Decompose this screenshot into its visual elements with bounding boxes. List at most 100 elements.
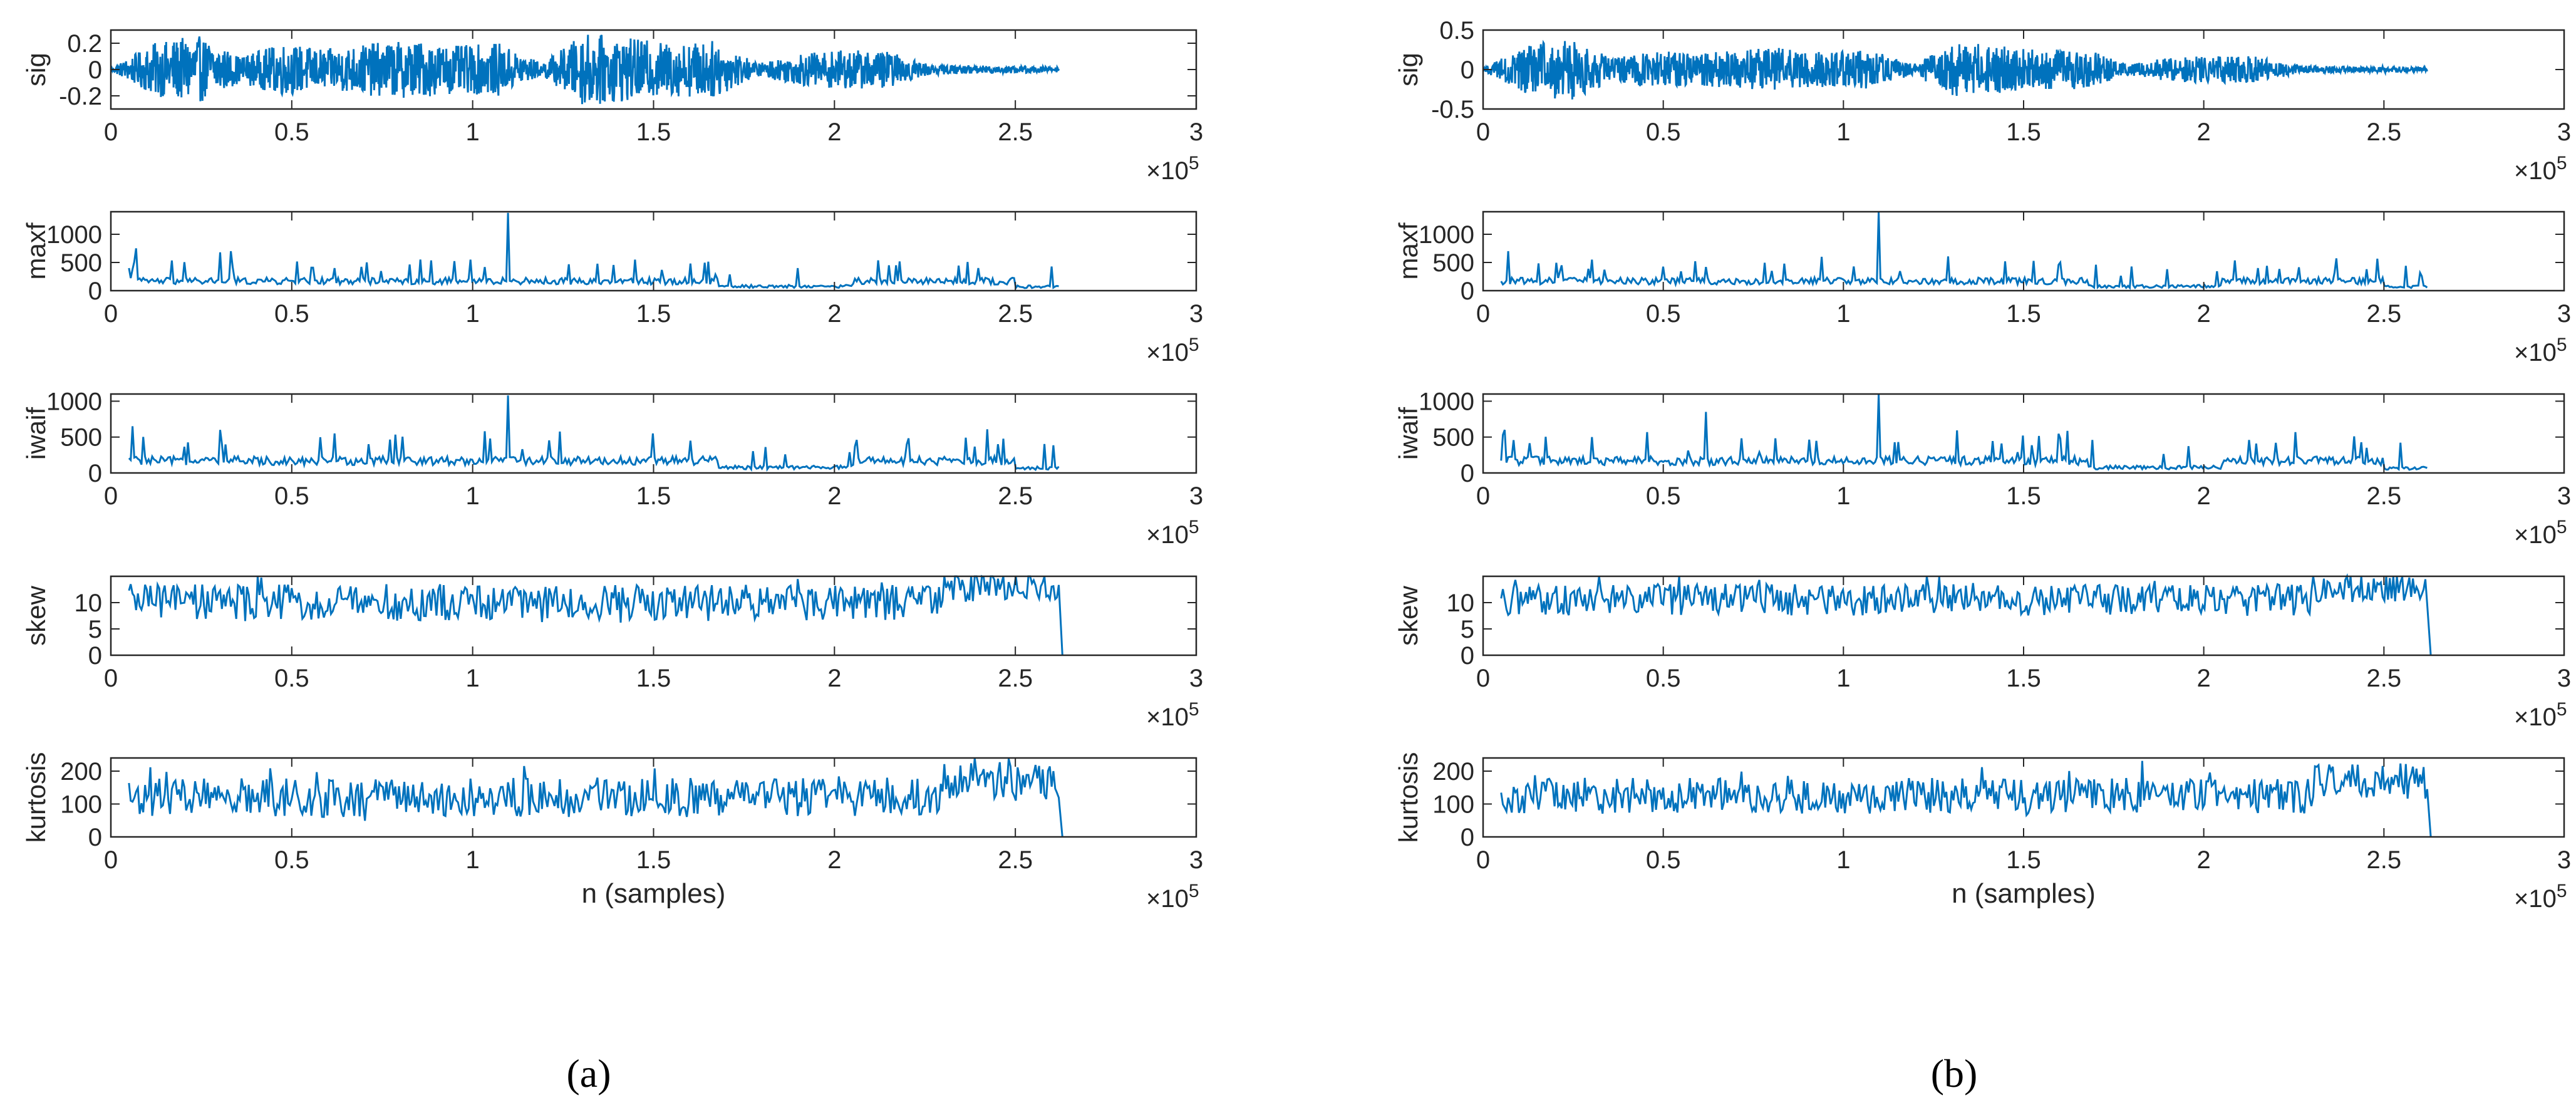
x-tick-label: 2 — [827, 846, 841, 874]
x-tick-label: 1.5 — [2006, 482, 2041, 510]
series-line-kurtosis — [128, 757, 1063, 838]
x-tick-label: 2.5 — [998, 300, 1033, 328]
y-axis-label: sig — [21, 53, 51, 86]
x-tick-label: 3 — [1189, 482, 1203, 510]
y-tick-label: 0 — [88, 642, 102, 670]
x-exponent-label: ×105 — [2514, 335, 2567, 366]
x-tick-label: 2.5 — [2367, 846, 2402, 874]
x-tick-label: 2 — [827, 482, 841, 510]
y-axis-label: maxf — [1394, 222, 1423, 279]
y-tick-label: -0.2 — [59, 83, 102, 110]
x-tick-label: 1 — [466, 846, 480, 874]
y-tick-label: 5 — [88, 616, 102, 643]
x-tick-label: 1.5 — [2006, 118, 2041, 146]
x-tick-label: 1 — [1836, 300, 1850, 328]
y-tick-label: 100 — [60, 791, 102, 819]
x-axis-label: n (samples) — [582, 878, 726, 909]
y-tick-label: 500 — [60, 249, 102, 277]
y-axis-label: sig — [1394, 53, 1423, 86]
x-tick-label: 1.5 — [636, 118, 671, 146]
series-line-skew — [1500, 573, 2432, 656]
x-tick-label: 0 — [104, 300, 118, 328]
y-tick-label: 500 — [1432, 249, 1474, 277]
x-tick-label: 3 — [1189, 300, 1203, 328]
x-tick-label: 2 — [827, 665, 841, 692]
x-tick-label: 0.5 — [274, 118, 309, 146]
y-tick-label: 0 — [88, 278, 102, 305]
x-tick-label: 0 — [104, 482, 118, 510]
x-tick-label: 0 — [1476, 846, 1490, 874]
caption-b: (b) — [1931, 1051, 1978, 1096]
x-tick-label: 2 — [2197, 118, 2211, 146]
x-tick-label: 0.5 — [1646, 482, 1681, 510]
series-line-iwaif — [128, 395, 1060, 472]
x-tick-label: 0.5 — [1646, 118, 1681, 146]
x-tick-label: 3 — [1189, 118, 1203, 146]
y-tick-label: 1000 — [1419, 388, 1474, 415]
x-tick-label: 2.5 — [2367, 118, 2402, 146]
y-tick-label: 500 — [1432, 424, 1474, 452]
series-line-skew — [128, 574, 1063, 656]
y-axis-label: iwaif — [21, 407, 51, 460]
y-tick-label: 200 — [1432, 758, 1474, 786]
x-tick-label: 2.5 — [2367, 300, 2402, 328]
x-tick-label: 0 — [104, 118, 118, 146]
y-tick-label: 10 — [1447, 589, 1475, 617]
x-tick-label: 1.5 — [2006, 665, 2041, 692]
y-axis-label: skew — [1394, 585, 1423, 645]
y-axis-label: skew — [21, 585, 51, 645]
y-axis-label: maxf — [21, 222, 51, 279]
x-tick-label: 2.5 — [2367, 665, 2402, 692]
series-line-sig — [1482, 39, 2428, 100]
x-tick-label: 0 — [104, 665, 118, 692]
x-exponent-label: ×105 — [1146, 881, 1199, 913]
series-line-maxf — [1500, 211, 2428, 290]
x-tick-label: 3 — [2557, 846, 2571, 874]
y-tick-label: 0 — [1461, 460, 1474, 487]
x-exponent-label: ×105 — [1146, 153, 1199, 185]
y-tick-label: 0 — [88, 460, 102, 487]
x-tick-label: 0.5 — [1646, 665, 1681, 692]
x-tick-label: 2 — [2197, 665, 2211, 692]
y-axis-label: iwaif — [1394, 407, 1423, 460]
x-tick-label: 0 — [1476, 482, 1490, 510]
y-tick-label: 10 — [75, 589, 103, 617]
x-tick-label: 0.5 — [1646, 846, 1681, 874]
x-exponent-label: ×105 — [1146, 517, 1199, 549]
y-tick-label: 0 — [88, 824, 102, 851]
x-tick-label: 1 — [1836, 482, 1850, 510]
y-tick-label: 0.2 — [67, 30, 102, 58]
x-tick-label: 0.5 — [274, 482, 309, 510]
x-tick-label: 1.5 — [636, 665, 671, 692]
x-tick-label: 2 — [827, 300, 841, 328]
y-tick-label: 0 — [1461, 56, 1474, 84]
y-tick-label: 500 — [60, 424, 102, 452]
y-tick-label: 0.5 — [1439, 17, 1474, 44]
x-tick-label: 1.5 — [2006, 846, 2041, 874]
x-tick-label: 0 — [1476, 300, 1490, 328]
axes-box — [1482, 575, 2565, 656]
x-tick-label: 0 — [1476, 118, 1490, 146]
y-tick-label: 5 — [1461, 616, 1474, 643]
y-axis-label: kurtosis — [21, 752, 51, 843]
x-tick-label: 1 — [466, 118, 480, 146]
x-tick-label: 3 — [2557, 118, 2571, 146]
x-tick-label: 1 — [466, 665, 480, 692]
y-tick-label: 200 — [60, 758, 102, 786]
x-tick-label: 2 — [2197, 482, 2211, 510]
x-tick-label: 3 — [1189, 846, 1203, 874]
series-line-sig — [110, 34, 1060, 105]
x-tick-label: 3 — [1189, 665, 1203, 692]
x-tick-label: 1.5 — [2006, 300, 2041, 328]
x-tick-label: 3 — [2557, 482, 2571, 510]
